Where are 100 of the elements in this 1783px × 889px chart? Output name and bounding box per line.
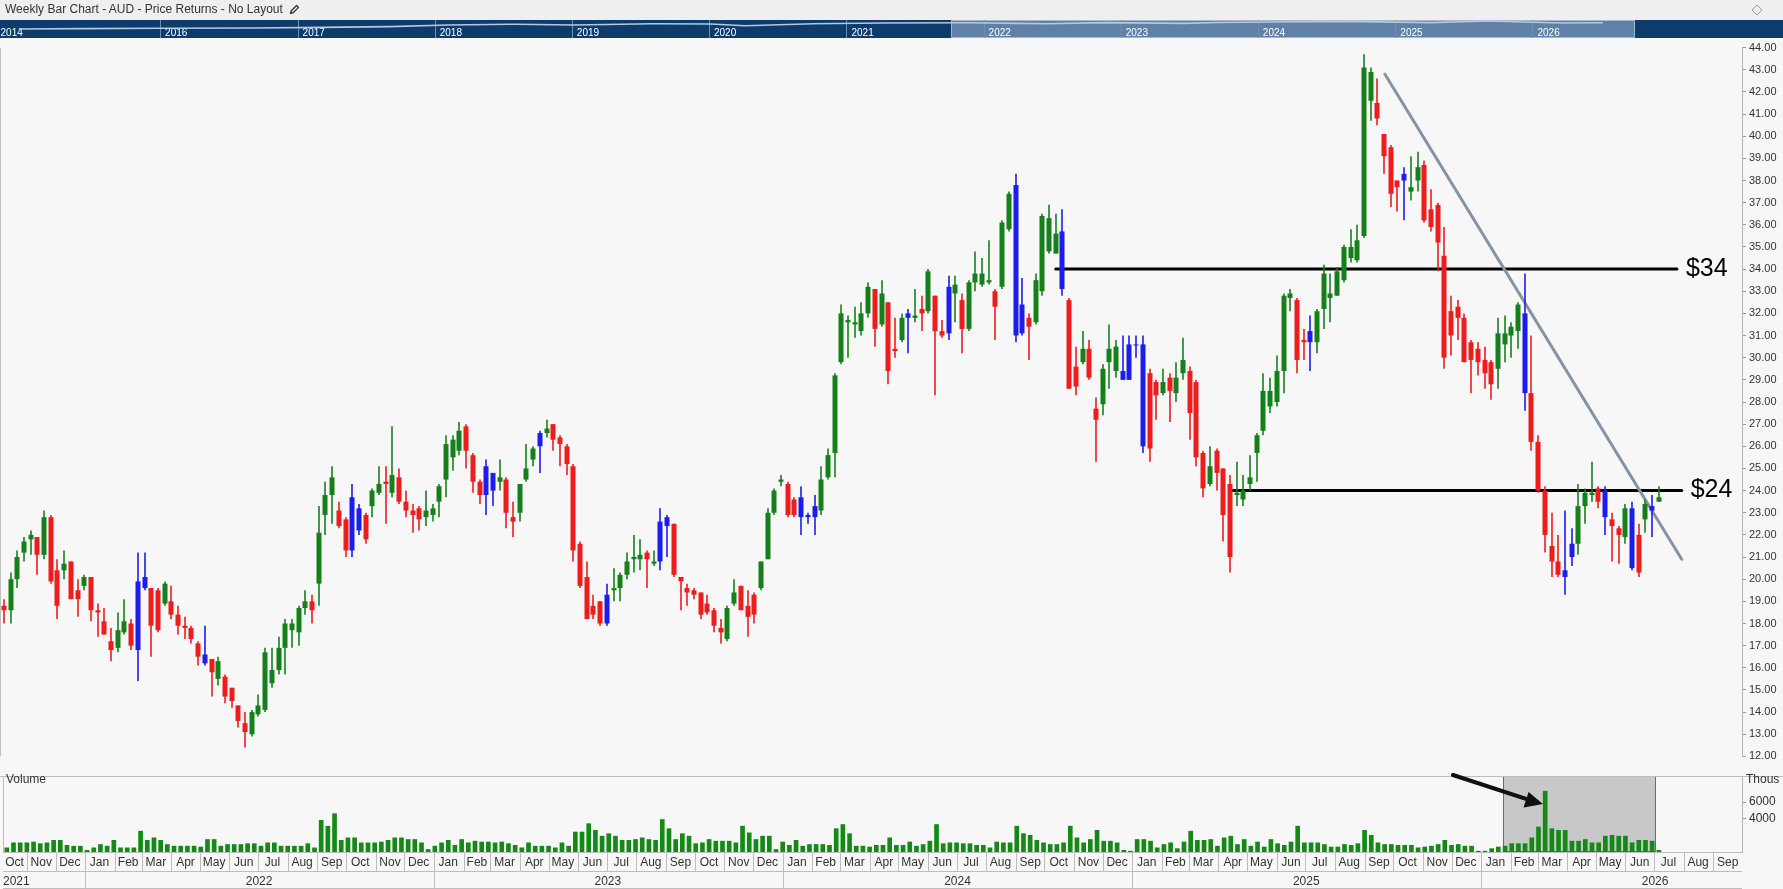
y-tick-label: 17.00 xyxy=(1749,638,1777,651)
bar xyxy=(1281,845,1287,853)
bar xyxy=(833,828,839,853)
x-tick-label: Aug xyxy=(640,854,662,869)
candlestick xyxy=(269,647,275,689)
x-tick-label: 2020 xyxy=(713,26,737,38)
x-tick-label: Nov xyxy=(1077,854,1100,869)
candlestick xyxy=(1468,339,1474,394)
bar xyxy=(1302,842,1307,853)
bar xyxy=(352,837,357,853)
bar xyxy=(847,833,852,853)
x-tick-label: 2017 xyxy=(302,26,326,38)
bar xyxy=(486,841,491,853)
y-axis-title: Thous xyxy=(1746,772,1780,786)
bar xyxy=(1322,844,1327,853)
bar xyxy=(1409,845,1414,853)
candlestick xyxy=(1609,511,1615,563)
candlestick xyxy=(939,319,945,339)
bar xyxy=(659,819,665,853)
bar xyxy=(1088,839,1093,853)
bar xyxy=(981,845,986,853)
bar xyxy=(1509,843,1515,853)
bar xyxy=(1081,842,1086,853)
candlestick xyxy=(1254,432,1260,483)
bar xyxy=(1596,842,1602,853)
candlestick xyxy=(61,549,67,580)
bar xyxy=(1315,842,1321,853)
bar xyxy=(766,835,772,853)
candlestick xyxy=(651,549,657,567)
candlestick xyxy=(718,618,724,645)
x-tick-label: Apr xyxy=(524,854,544,869)
candlestick xyxy=(128,618,134,651)
candlestick xyxy=(664,514,670,558)
y-tick-label: 37.00 xyxy=(1749,195,1777,208)
bar xyxy=(546,845,551,853)
x-tick-label: Aug xyxy=(1338,854,1360,869)
candlestick xyxy=(1549,511,1555,578)
bar xyxy=(934,824,939,853)
candlestick xyxy=(1616,525,1622,565)
x-tick-label: Mar xyxy=(844,854,865,869)
bar xyxy=(853,845,859,853)
bar xyxy=(231,844,237,853)
bar xyxy=(1449,845,1454,853)
bar xyxy=(960,843,966,853)
candlestick xyxy=(195,640,201,667)
candlestick xyxy=(1080,330,1086,366)
bar xyxy=(285,845,291,853)
x-tick-label: 2024 xyxy=(1262,26,1286,38)
bar xyxy=(1261,846,1267,853)
bar xyxy=(138,830,143,853)
candlestick xyxy=(530,445,536,468)
candlestick xyxy=(95,602,101,638)
y-tick-label: 24.00 xyxy=(1749,483,1777,496)
bar xyxy=(312,847,317,853)
bar xyxy=(372,842,378,853)
candlestick xyxy=(805,511,811,525)
x-tick-label: Sep xyxy=(1368,854,1390,869)
bar xyxy=(1101,840,1107,853)
x-tick-label: Sep xyxy=(1019,854,1042,869)
bar xyxy=(1582,839,1588,853)
bar xyxy=(820,844,826,853)
candlestick xyxy=(168,585,174,620)
candlestick xyxy=(611,567,617,603)
candlestick xyxy=(1642,498,1648,534)
bar xyxy=(465,842,471,853)
candlestick xyxy=(1073,345,1079,397)
y-tick-label: 44.00 xyxy=(1749,40,1777,53)
x-tick-label: Mar xyxy=(1541,854,1563,869)
bar xyxy=(1516,843,1521,853)
bar xyxy=(1061,842,1066,853)
bar xyxy=(1402,845,1408,853)
x-tick-label: Feb xyxy=(466,854,488,869)
candlestick xyxy=(812,494,818,536)
candlestick xyxy=(972,250,978,293)
bar xyxy=(887,837,893,853)
x-tick-label: Dec xyxy=(1455,854,1477,869)
x-tick-label: 2025 xyxy=(1400,26,1424,38)
bar xyxy=(37,843,43,853)
y-tick-label: 4000 xyxy=(1749,810,1777,825)
candlestick xyxy=(242,711,248,749)
x-tick-label: Dec xyxy=(1106,854,1128,869)
x-tick-label: Aug xyxy=(291,854,313,869)
x-tick-label: May xyxy=(202,854,226,869)
x2-tick-label: 2023 xyxy=(594,873,622,888)
candlestick xyxy=(423,489,429,527)
bar xyxy=(31,841,36,853)
candlestick xyxy=(1381,133,1387,175)
bar xyxy=(439,842,444,853)
x-tick-label: 2021 xyxy=(851,26,875,38)
x-tick-label: 2014 xyxy=(0,26,24,38)
candlestick xyxy=(1053,212,1059,255)
x-tick-label: Sep xyxy=(669,854,692,869)
candlestick xyxy=(142,551,148,592)
bar xyxy=(379,841,384,853)
x-tick-label: 2019 xyxy=(576,26,600,38)
candlestick xyxy=(108,627,114,662)
bar xyxy=(499,841,505,853)
bar xyxy=(1335,846,1341,853)
bar xyxy=(633,839,638,853)
candlestick xyxy=(992,288,998,341)
